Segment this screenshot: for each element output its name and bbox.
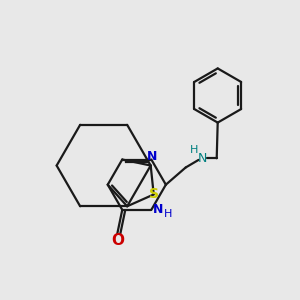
Text: H: H: [164, 209, 172, 219]
Text: N: N: [153, 203, 163, 216]
Text: N: N: [147, 150, 157, 164]
Text: N: N: [198, 152, 208, 165]
Text: O: O: [111, 233, 124, 248]
Text: H: H: [189, 145, 198, 155]
Text: S: S: [149, 188, 159, 202]
